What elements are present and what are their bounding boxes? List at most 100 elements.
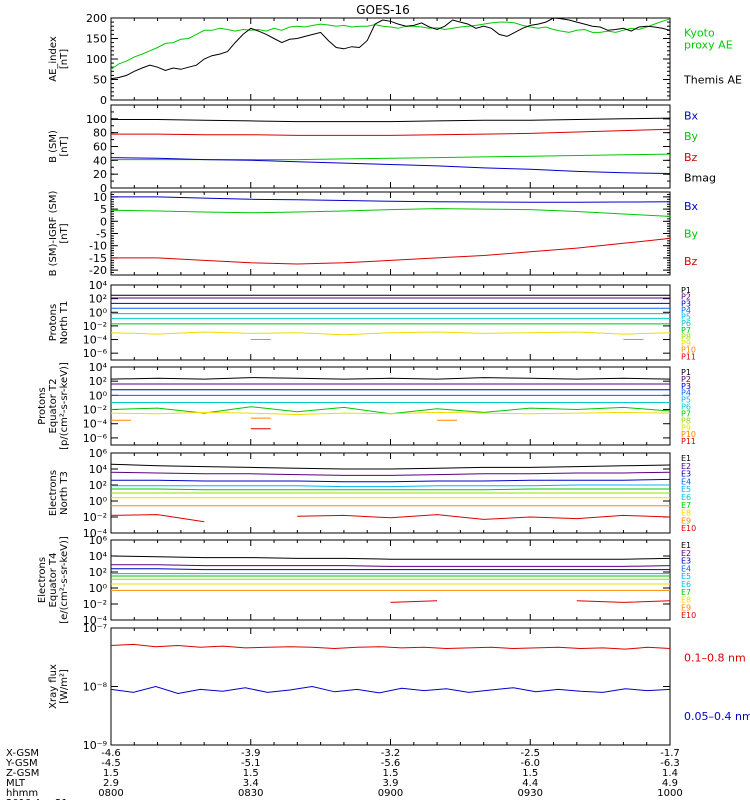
x-axis-value: 0900 [378, 788, 403, 799]
series-line-0-1-0-8-nm [110, 643, 671, 650]
series-line-e9 [110, 514, 205, 523]
x-axis-value: 1.5 [383, 768, 399, 779]
channel-label: E2 [681, 462, 691, 471]
legend-entry: Bmag [684, 172, 716, 185]
channel-label: P11 [681, 437, 696, 446]
x-axis-value: 1.4 [662, 768, 678, 779]
series-line-e2 [110, 471, 671, 476]
x-axis-value: 2.9 [103, 778, 119, 789]
y-tick-label: 0 [100, 215, 107, 228]
x-axis-value: -4.5 [101, 758, 121, 769]
x-axis-value: -5.1 [241, 758, 261, 769]
y-tick-label: 10 [93, 191, 107, 204]
channel-label: E4 [681, 477, 691, 486]
x-axis-row-label: X-GSM [6, 748, 39, 759]
channel-label: E2 [681, 549, 691, 558]
channel-label: P11 [681, 352, 696, 361]
x-axis-value: 3.4 [243, 778, 259, 789]
y-tick-label: 10⁰ [89, 495, 108, 508]
y-tick-label: -15 [89, 252, 107, 265]
series-line-by [110, 208, 671, 217]
channel-label: E4 [681, 564, 691, 573]
channel-label: E10 [681, 611, 696, 620]
panel-frame [110, 284, 671, 361]
x-axis-row-label: hhmm [6, 788, 38, 799]
y-tick-label: 10² [89, 375, 107, 388]
y-tick-label: 10⁻⁹ [83, 739, 107, 752]
x-axis-value: -5.6 [381, 758, 401, 769]
y-axis-label: Equator T4 [48, 553, 59, 608]
y-tick-label: 10⁻⁴ [83, 418, 108, 431]
series-line-bx [110, 157, 671, 174]
x-axis-value: -6.0 [520, 758, 540, 769]
y-tick-label: 10⁻⁴ [83, 334, 108, 347]
y-axis-label: [W/m²] [59, 669, 70, 704]
y-tick-label: -20 [89, 264, 107, 277]
channel-label: E6 [681, 580, 691, 589]
channel-label: E5 [681, 572, 691, 581]
x-axis-value: -6.3 [660, 758, 680, 769]
channel-label: P4 [681, 389, 691, 398]
y-tick-label: 10⁻² [83, 320, 107, 333]
y-axis-label: [nT] [59, 223, 70, 243]
x-axis-value: 1000 [657, 788, 682, 799]
y-axis-label: Protons [48, 304, 59, 341]
y-tick-label: 10⁻² [83, 598, 107, 611]
legend-entry: Bz [684, 151, 698, 164]
panel-frame [110, 104, 671, 189]
plot-title: GOES-16 [356, 3, 410, 17]
y-axis-label: B (SM)-IGRF (SM) [48, 191, 59, 277]
legend-entry: Bz [684, 255, 698, 268]
series-line-e5 [111, 488, 670, 491]
channel-label: P7 [681, 409, 691, 418]
y-tick-label: 10⁴ [89, 463, 108, 476]
channel-label: E9 [681, 603, 691, 612]
x-axis-value: 4.4 [522, 778, 538, 789]
y-tick-label: 200 [86, 12, 107, 25]
x-axis-value: 0930 [518, 788, 543, 799]
series-line-e3 [111, 568, 670, 571]
series-line-0-05-0-4-nm [110, 685, 671, 695]
x-axis-value: -3.9 [241, 748, 261, 759]
legend-entry: By [684, 228, 699, 241]
y-tick-label: 10⁻² [83, 404, 107, 417]
y-axis-label: Protons [37, 387, 48, 424]
panel-xray: 10⁻⁷ 10⁻⁸ 10⁻⁹ Xray flux [W/m²] 0.1–0.8 nm 0.0… [48, 622, 750, 752]
x-axis-table: X-GSM -4.6 -3.9 -3.2 -2.5 -1.7 Y-GSM -4.5 -5.1 -5… [5, 748, 683, 800]
y-tick-label: 10² [89, 479, 107, 492]
series-line-themis-ae [110, 17, 671, 80]
series-line-e4 [111, 484, 670, 488]
y-tick-label: 10⁶ [89, 534, 108, 547]
x-axis-value: -4.6 [101, 748, 121, 759]
y-tick-label: 10⁻⁶ [83, 432, 108, 445]
panel-frame [110, 539, 671, 621]
x-axis-value: 0830 [238, 788, 263, 799]
x-axis-date: 2019 Apr 21 [6, 798, 68, 800]
x-axis-value: -3.2 [381, 748, 401, 759]
channel-label: P8 [681, 332, 691, 341]
y-axis-label: AE_index [48, 36, 59, 82]
y-tick-label: 10⁴ [89, 550, 108, 563]
x-axis-row-label: Z-GSM [6, 768, 39, 779]
y-tick-label: 100 [86, 113, 107, 126]
y-axis-label: [e/(cm²-s-sr-keV)] [59, 536, 70, 624]
y-axis-label: [nT] [59, 136, 70, 156]
series-line-e9 [390, 600, 438, 603]
legend-entry: proxy AE [684, 39, 733, 52]
series-line-p8 [110, 331, 671, 336]
y-tick-label: 0 [100, 94, 107, 107]
channel-label: P8 [681, 416, 691, 425]
channel-label: E7 [681, 501, 691, 510]
y-axis-label: [nT] [59, 49, 70, 69]
series-line-e1 [110, 463, 671, 470]
y-tick-label: -5 [96, 228, 107, 241]
channel-label: P2 [681, 293, 691, 302]
series-line-e2 [111, 564, 671, 567]
channel-label: P4 [681, 306, 691, 315]
channel-label: E8 [681, 509, 691, 518]
x-axis-value: -1.7 [660, 748, 680, 759]
